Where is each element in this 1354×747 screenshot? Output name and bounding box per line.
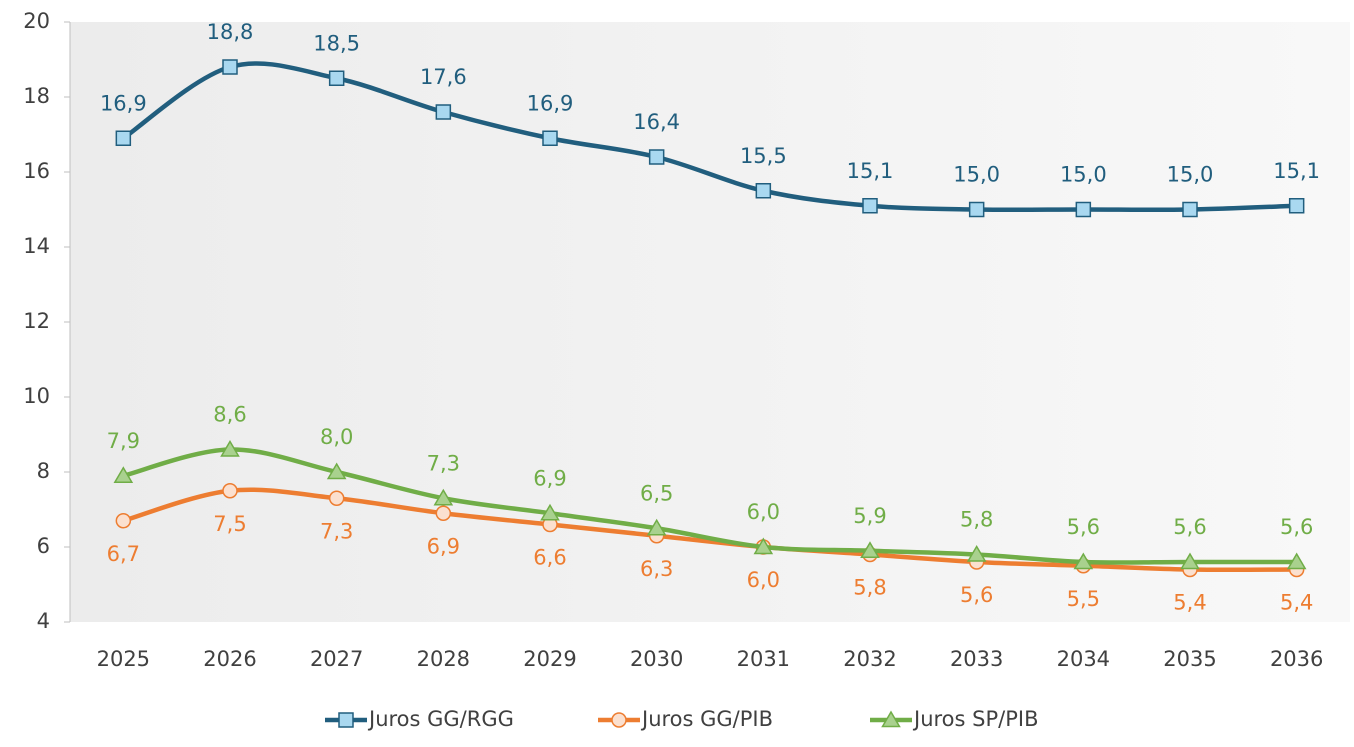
marker: [860, 541, 880, 558]
data-label: 8,6: [213, 403, 246, 427]
data-label: 6,5: [640, 481, 673, 505]
y-tick-label: 14: [23, 234, 50, 258]
x-tick-label: 2030: [630, 647, 683, 671]
x-tick-label: 2033: [950, 647, 1003, 671]
marker: [115, 130, 132, 146]
y-tick-label: 12: [23, 309, 50, 333]
legend-marker: [611, 712, 627, 728]
data-label: 5,8: [853, 576, 886, 600]
data-label: 8,0: [320, 425, 353, 449]
y-tick-label: 20: [23, 9, 50, 33]
data-label: 15,0: [1060, 163, 1107, 187]
data-label: 6,7: [107, 542, 140, 566]
marker: [968, 201, 985, 218]
data-label: 16,9: [527, 91, 574, 115]
y-tick-label: 10: [23, 384, 50, 408]
series-line: [122, 487, 1297, 573]
data-label: 7,3: [427, 451, 460, 475]
data-label: 6,3: [640, 557, 673, 581]
x-tick-label: 2029: [523, 647, 576, 671]
x-tick-label: 2027: [310, 647, 363, 671]
legend-marker: [338, 712, 354, 728]
legend-label: Juros GG/PIB: [640, 707, 773, 731]
data-label: 15,5: [740, 144, 787, 168]
data-label: 17,6: [420, 65, 467, 89]
data-label: 16,4: [633, 110, 680, 134]
data-label: 15,0: [953, 163, 1000, 187]
marker: [435, 104, 452, 120]
x-tick-label: 2036: [1270, 647, 1323, 671]
series-line: [122, 447, 1297, 565]
marker: [1286, 552, 1307, 570]
marker: [328, 70, 345, 86]
marker: [542, 130, 558, 146]
marker: [113, 466, 134, 483]
data-label: 6,0: [747, 568, 780, 592]
data-label: 18,5: [313, 31, 360, 55]
plot-area: [70, 22, 1350, 622]
y-tick-label: 16: [23, 159, 50, 183]
data-label: 15,1: [1273, 159, 1320, 183]
x-tick-label: 2031: [737, 647, 790, 671]
data-label: 16,9: [100, 91, 147, 115]
series-line: [122, 61, 1297, 213]
marker: [222, 483, 238, 499]
marker: [753, 537, 774, 555]
marker: [755, 183, 772, 199]
data-label: 5,9: [853, 504, 886, 528]
marker: [220, 440, 240, 457]
data-label: 5,6: [1067, 515, 1100, 539]
y-tick-label: 4: [37, 609, 50, 633]
data-label: 6,9: [533, 466, 566, 490]
marker: [1180, 552, 1200, 570]
data-label: 5,4: [1173, 591, 1206, 615]
y-tick-label: 18: [23, 84, 50, 108]
x-tick-label: 2032: [843, 647, 896, 671]
data-label: 5,6: [1173, 515, 1206, 539]
marker: [115, 513, 132, 529]
marker: [1075, 201, 1092, 218]
y-tick-label: 8: [37, 459, 50, 483]
marker: [646, 518, 667, 536]
marker: [1182, 201, 1198, 218]
y-tick-label: 6: [37, 534, 50, 558]
data-label: 15,1: [847, 159, 894, 183]
marker: [540, 503, 560, 521]
data-label: 5,5: [1067, 587, 1100, 611]
data-label: 18,8: [207, 20, 254, 44]
data-label: 7,3: [320, 519, 353, 543]
data-label: 6,9: [427, 534, 460, 558]
marker: [328, 490, 345, 506]
marker: [648, 149, 665, 165]
legend-label: Juros SP/PIB: [912, 707, 1038, 731]
data-label: 7,9: [107, 429, 140, 453]
data-label: 15,0: [1167, 163, 1214, 187]
data-label: 7,5: [213, 512, 246, 536]
marker: [966, 545, 987, 562]
marker: [433, 488, 454, 506]
data-label: 5,6: [1280, 515, 1313, 539]
x-tick-label: 2026: [203, 647, 256, 671]
x-tick-label: 2035: [1163, 647, 1216, 671]
x-tick-label: 2025: [97, 647, 150, 671]
data-label: 6,6: [533, 546, 566, 570]
legend-marker: [881, 710, 901, 728]
marker: [222, 59, 238, 75]
marker: [862, 198, 878, 214]
data-label: 5,6: [960, 583, 993, 607]
marker: [1073, 552, 1094, 570]
data-label: 5,8: [960, 508, 993, 532]
x-tick-label: 2028: [417, 647, 470, 671]
x-tick-label: 2034: [1057, 647, 1110, 671]
data-label: 5,4: [1280, 591, 1313, 615]
marker: [435, 505, 452, 521]
data-label: 6,0: [747, 500, 780, 524]
marker: [1288, 198, 1305, 214]
marker: [326, 462, 347, 480]
legend-label: Juros GG/RGG: [367, 707, 514, 731]
